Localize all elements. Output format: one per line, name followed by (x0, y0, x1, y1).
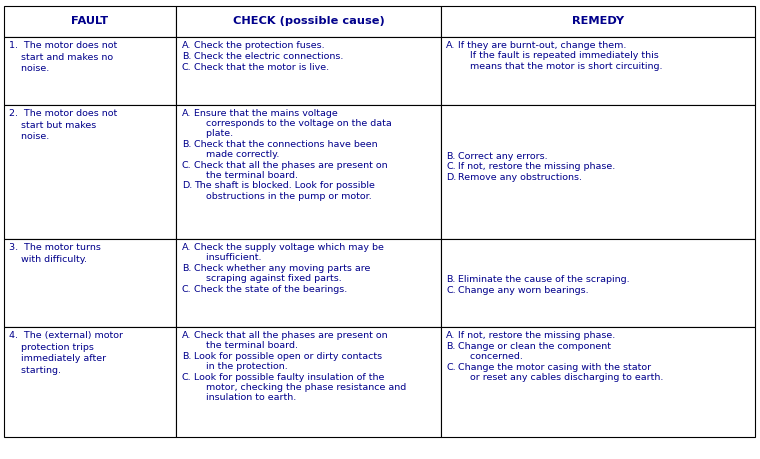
Text: FAULT: FAULT (71, 16, 109, 26)
Text: Look for possible open or dirty contacts: Look for possible open or dirty contacts (194, 352, 382, 361)
Text: C.: C. (182, 62, 192, 72)
Bar (176, 6, 441, 37)
Text: Ensure that the mains voltage: Ensure that the mains voltage (194, 109, 337, 118)
Text: C.: C. (182, 285, 192, 294)
Bar (4, 6, 176, 37)
Text: the terminal board.: the terminal board. (194, 171, 298, 180)
Text: Check the state of the bearings.: Check the state of the bearings. (194, 285, 347, 294)
Bar (4, 327, 176, 437)
Text: Check that the motor is live.: Check that the motor is live. (194, 62, 329, 72)
Bar (4, 239, 176, 327)
Text: insulation to earth.: insulation to earth. (194, 393, 296, 402)
Text: A.: A. (446, 41, 455, 50)
Text: If not, restore the missing phase.: If not, restore the missing phase. (458, 331, 616, 341)
Text: D.: D. (182, 181, 192, 190)
Text: insufficient.: insufficient. (194, 253, 261, 263)
Text: obstructions in the pump or motor.: obstructions in the pump or motor. (194, 191, 372, 201)
Text: B.: B. (446, 275, 455, 284)
Text: B.: B. (182, 264, 191, 273)
Bar (4, 37, 176, 105)
Text: 1.  The motor does not
    start and makes no
    noise.: 1. The motor does not start and makes no… (9, 41, 117, 73)
Text: A.: A. (182, 41, 191, 50)
Text: Check whether any moving parts are: Check whether any moving parts are (194, 264, 370, 273)
Bar (176, 239, 441, 327)
Bar (441, 6, 755, 37)
Text: means that the motor is short circuiting.: means that the motor is short circuiting… (458, 62, 663, 71)
Text: Check that the connections have been: Check that the connections have been (194, 140, 378, 149)
Text: 3.  The motor turns
    with difficulty.: 3. The motor turns with difficulty. (9, 243, 101, 264)
Text: A.: A. (182, 109, 191, 118)
Bar (176, 37, 441, 105)
Text: Change the motor casing with the stator: Change the motor casing with the stator (458, 363, 651, 372)
Text: D.: D. (446, 173, 456, 182)
Text: REMEDY: REMEDY (572, 16, 624, 26)
Bar (176, 105, 441, 239)
Text: B.: B. (446, 342, 455, 351)
Text: or reset any cables discharging to earth.: or reset any cables discharging to earth… (458, 373, 663, 382)
Text: B.: B. (446, 151, 455, 161)
Text: Check the electric connections.: Check the electric connections. (194, 52, 344, 61)
Bar (441, 37, 755, 105)
Text: made correctly.: made correctly. (194, 150, 279, 159)
Text: B.: B. (182, 140, 191, 149)
Text: Change or clean the component: Change or clean the component (458, 342, 611, 351)
Text: CHECK (possible cause): CHECK (possible cause) (233, 16, 385, 26)
Text: 4.  The (external) motor
    protection trips
    immediately after
    starting: 4. The (external) motor protection trips… (9, 331, 123, 375)
Bar (4, 105, 176, 239)
Text: If the fault is repeated immediately this: If the fault is repeated immediately thi… (458, 51, 659, 61)
Bar (176, 327, 441, 437)
Text: The shaft is blocked. Look for possible: The shaft is blocked. Look for possible (194, 181, 375, 190)
Text: C.: C. (182, 161, 192, 170)
Text: Change any worn bearings.: Change any worn bearings. (458, 285, 589, 295)
Text: C.: C. (446, 363, 456, 372)
Text: If they are burnt-out, change them.: If they are burnt-out, change them. (458, 41, 627, 50)
Bar (441, 239, 755, 327)
Text: corresponds to the voltage on the data: corresponds to the voltage on the data (194, 119, 391, 129)
Text: A.: A. (182, 331, 191, 341)
Bar (441, 105, 755, 239)
Text: 2.  The motor does not
    start but makes
    noise.: 2. The motor does not start but makes no… (9, 109, 117, 141)
Text: C.: C. (446, 285, 456, 295)
Text: C.: C. (446, 162, 456, 171)
Text: Check the protection fuses.: Check the protection fuses. (194, 41, 325, 50)
Text: If not, restore the missing phase.: If not, restore the missing phase. (458, 162, 616, 171)
Text: scraping against fixed parts.: scraping against fixed parts. (194, 274, 341, 283)
Text: Check the supply voltage which may be: Check the supply voltage which may be (194, 243, 384, 252)
Text: B.: B. (182, 352, 191, 361)
Text: B.: B. (182, 52, 191, 61)
Text: Check that all the phases are present on: Check that all the phases are present on (194, 331, 388, 341)
Text: Eliminate the cause of the scraping.: Eliminate the cause of the scraping. (458, 275, 630, 284)
Text: Remove any obstructions.: Remove any obstructions. (458, 173, 582, 182)
Text: A.: A. (182, 243, 191, 252)
Text: in the protection.: in the protection. (194, 362, 287, 371)
Text: concerned.: concerned. (458, 352, 523, 361)
Text: Correct any errors.: Correct any errors. (458, 151, 548, 161)
Text: motor, checking the phase resistance and: motor, checking the phase resistance and (194, 383, 406, 392)
Bar (441, 327, 755, 437)
Text: A.: A. (446, 331, 455, 341)
Text: plate.: plate. (194, 129, 233, 139)
Text: Check that all the phases are present on: Check that all the phases are present on (194, 161, 388, 170)
Text: C.: C. (182, 373, 192, 382)
Text: Look for possible faulty insulation of the: Look for possible faulty insulation of t… (194, 373, 384, 382)
Text: the terminal board.: the terminal board. (194, 341, 298, 351)
